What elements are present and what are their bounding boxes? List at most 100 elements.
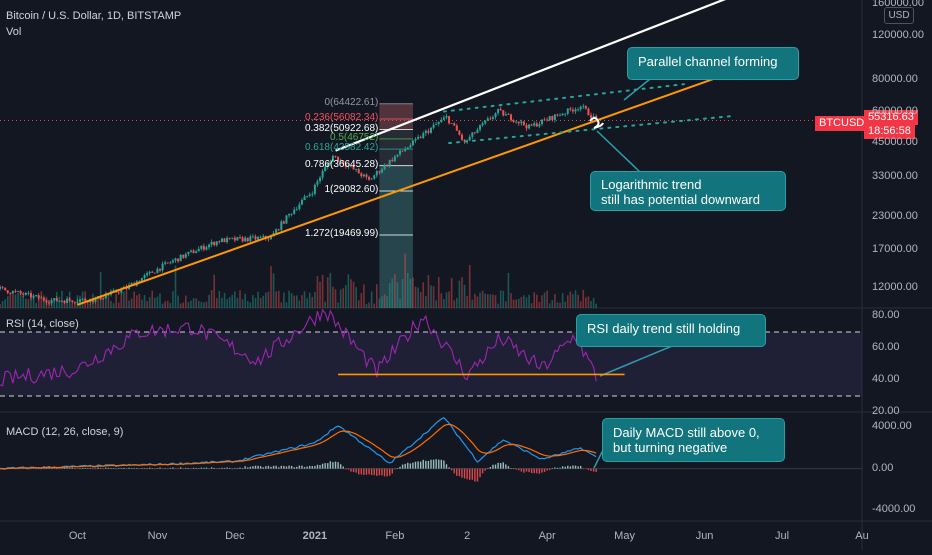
candle-body — [334, 155, 337, 157]
macd-histogram-bar — [208, 468, 210, 470]
volume-bar — [419, 292, 422, 308]
candle-body — [143, 275, 146, 279]
macd-histogram-bar — [265, 466, 267, 469]
candle-body — [491, 117, 494, 119]
candle-body — [414, 138, 417, 141]
time-axis-tick: 2021 — [302, 530, 328, 542]
macd-histogram-bar — [407, 462, 409, 469]
macd-histogram-bar — [381, 468, 383, 476]
volume-bar — [14, 294, 17, 308]
macd-histogram-bar — [422, 459, 424, 469]
candle-body — [556, 114, 559, 116]
candle-body — [164, 262, 167, 264]
candle-body — [362, 174, 365, 177]
volume-bar — [236, 297, 239, 308]
macd-histogram-bar — [342, 466, 344, 469]
volume-bar — [223, 292, 226, 308]
volume-bar — [339, 289, 342, 308]
symbol-badge: BTCUSD — [815, 116, 869, 131]
volume-bar — [265, 292, 267, 308]
macd-histogram-bar — [383, 468, 386, 477]
volume-bar — [306, 298, 308, 308]
candle-body — [71, 300, 74, 303]
macd-histogram-bar — [314, 465, 316, 469]
volume-bar — [130, 298, 133, 308]
candle-body — [68, 298, 71, 301]
candle-body — [282, 221, 285, 224]
candle-body — [515, 121, 518, 123]
volume-bar — [319, 281, 321, 308]
candle-body — [453, 123, 456, 126]
candle-body — [440, 119, 443, 123]
candle-body — [202, 245, 205, 250]
candle-body — [81, 298, 84, 300]
volume-bar — [270, 266, 272, 308]
macd-histogram-bar — [569, 466, 572, 469]
volume-bar — [221, 297, 223, 308]
price-axis-tick: 17000.00 — [872, 242, 918, 255]
macd-histogram-bar — [87, 468, 89, 469]
macd-histogram-bar — [288, 465, 290, 469]
volume-bar — [414, 286, 417, 308]
volume-bar — [182, 302, 185, 308]
candle-body — [337, 156, 340, 162]
volume-bar — [275, 291, 277, 308]
macd-histogram-bar — [502, 462, 504, 469]
candle-body — [293, 209, 296, 214]
macd-histogram-bar — [541, 468, 543, 473]
macd-histogram-bar — [363, 468, 365, 476]
macd-histogram-bar — [293, 467, 295, 469]
candle-body — [120, 289, 123, 293]
volume-bar — [484, 293, 486, 308]
macd-histogram-bar — [179, 467, 182, 469]
candle-body — [179, 254, 182, 262]
macd-histogram-bar — [481, 468, 484, 474]
volume-bar — [585, 297, 587, 308]
macd-histogram-bar — [461, 468, 463, 478]
macd-histogram-bar — [102, 468, 104, 470]
time-axis-tick: Nov — [147, 530, 168, 542]
macd-histogram-bar — [564, 466, 566, 469]
macd-histogram-bar — [497, 462, 499, 469]
volume-bar — [192, 298, 195, 308]
volume-bar — [1, 301, 4, 308]
volume-bar — [107, 296, 110, 308]
candle-body — [151, 271, 154, 273]
volume-bar — [164, 301, 166, 308]
volume-bar — [376, 284, 378, 308]
macd-histogram-bar — [107, 467, 110, 469]
candle-body — [476, 129, 479, 134]
candle-body — [208, 244, 211, 248]
candle-body — [55, 298, 58, 302]
macd-histogram-bar — [130, 468, 133, 469]
candle-body — [450, 123, 453, 124]
currency-selector[interactable]: USD — [884, 7, 914, 24]
candle-body — [117, 292, 120, 294]
volume-bar — [35, 303, 37, 308]
candle-body — [277, 229, 280, 231]
candle-body — [246, 237, 249, 242]
candle-body — [587, 108, 590, 116]
candle-body — [437, 122, 440, 125]
volume-bar — [161, 303, 164, 308]
volume-bar — [381, 296, 383, 308]
volume-bar — [249, 302, 252, 308]
macd-histogram-bar — [345, 468, 347, 470]
price-axis-tick: 120000.00 — [872, 28, 924, 41]
volume-bar — [166, 300, 169, 308]
candle-body — [571, 109, 574, 112]
candle-body — [512, 120, 515, 122]
macd-histogram-bar — [530, 468, 533, 474]
candle-body — [349, 165, 352, 167]
volume-bar — [401, 278, 404, 308]
candle-body — [561, 113, 564, 116]
price-axis-tick: 45000.00 — [872, 136, 918, 149]
volume-bar — [169, 302, 172, 308]
candle-body — [566, 108, 569, 114]
volume-bar — [112, 303, 115, 308]
candle-body — [386, 164, 389, 166]
macd-histogram-bar — [118, 468, 120, 470]
volume-label: Vol — [6, 26, 22, 38]
